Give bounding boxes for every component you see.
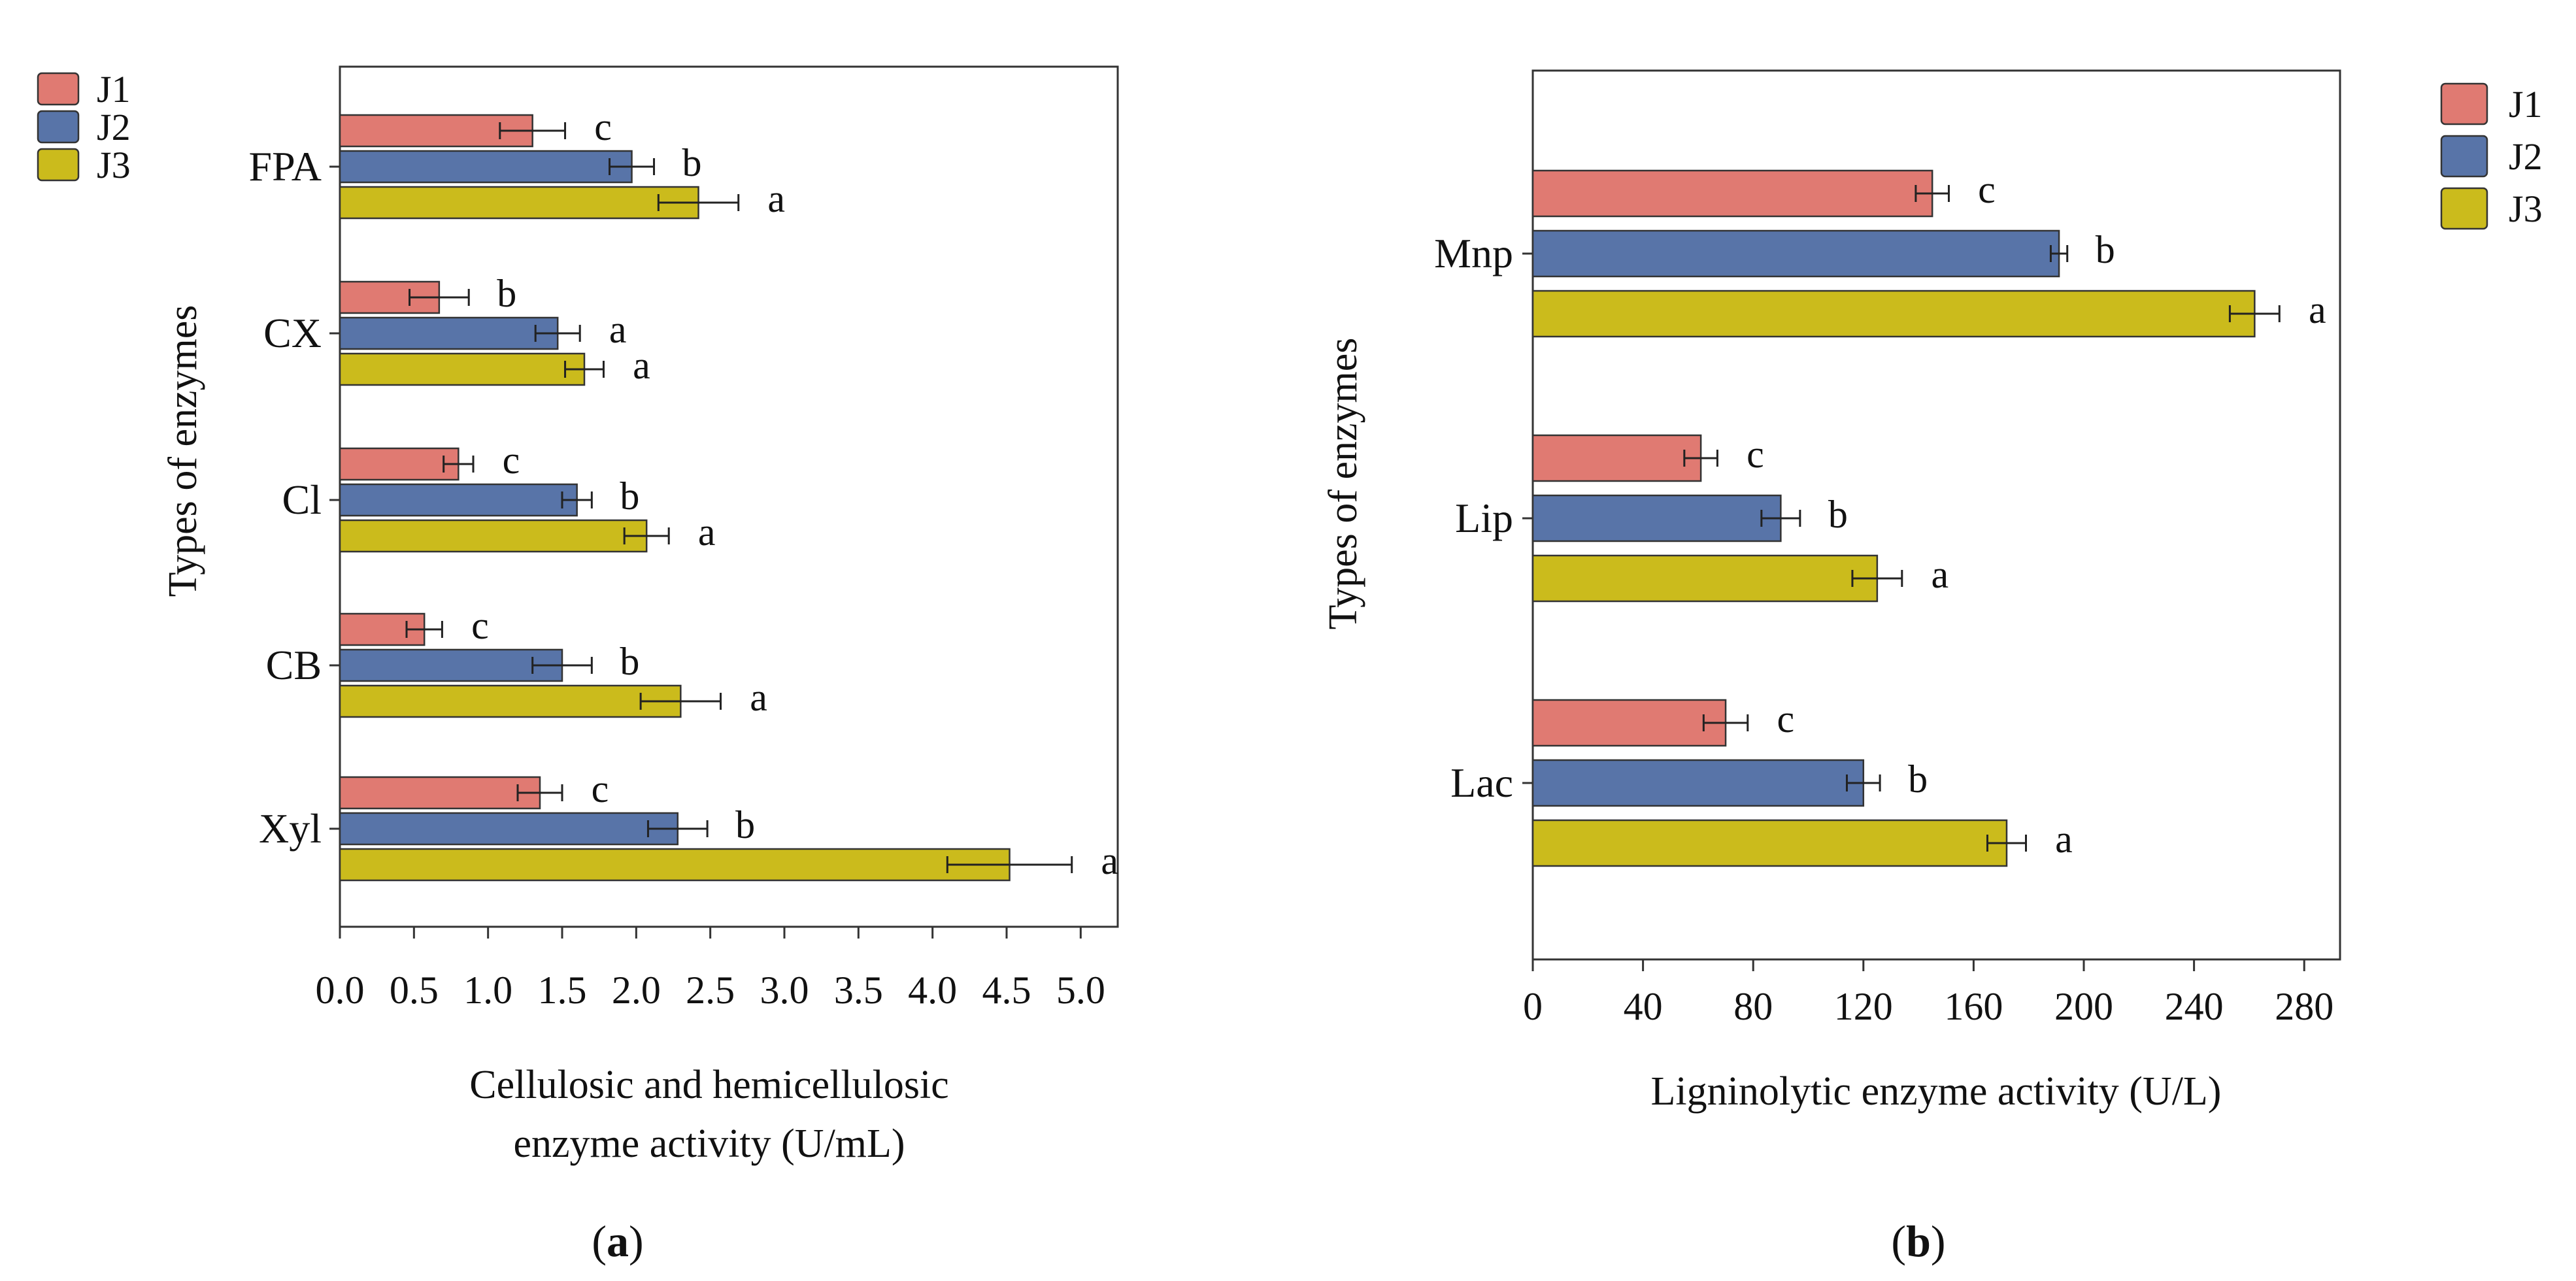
x-tick-label: 3.5 <box>834 969 883 1012</box>
x-tick-label: 5.0 <box>1056 969 1105 1012</box>
x-tick-label: 4.0 <box>908 969 957 1012</box>
significance-label: a <box>1931 553 1949 596</box>
category-label-xyl: Xyl <box>259 805 322 852</box>
x-axis-title: enzyme activity (U/mL) <box>513 1122 905 1166</box>
panel-label: (b) <box>1891 1216 1945 1266</box>
x-tick-label: 1.0 <box>463 969 512 1012</box>
category-label-cx: CX <box>263 310 322 356</box>
bar-mnp-j1 <box>1531 169 1933 218</box>
significance-label: b <box>735 803 755 846</box>
bar-cx-j2 <box>339 316 559 350</box>
bar-cx-j3 <box>339 352 586 386</box>
bar-fpa-j3 <box>339 186 699 220</box>
significance-label: c <box>1777 697 1794 740</box>
bar-lip-j2 <box>1531 494 1782 542</box>
x-tick-label: 3.0 <box>760 969 809 1012</box>
x-tick-label: 2.0 <box>612 969 661 1012</box>
category-label-cl: Cl <box>282 476 322 523</box>
legend-swatch-j2 <box>2440 135 2488 178</box>
legend-swatch-j3 <box>2440 187 2488 230</box>
legend-label-j2: J2 <box>2509 135 2543 178</box>
bar-lac-j1 <box>1531 699 1727 747</box>
category-label-lac: Lac <box>1450 759 1513 806</box>
legend-label-j1: J1 <box>2509 83 2543 125</box>
legend-label-j1: J1 <box>97 68 131 110</box>
bar-cl-j1 <box>339 447 460 481</box>
x-axis-title: Cellulosic and hemicellulosic <box>469 1063 949 1107</box>
bar-lip-j3 <box>1531 554 1879 603</box>
legend-label-j3: J3 <box>97 144 131 186</box>
x-tick-label: 160 <box>1944 985 2003 1028</box>
bar-cl-j2 <box>339 483 578 517</box>
x-tick-label: 1.5 <box>538 969 587 1012</box>
significance-label: c <box>1978 168 1996 211</box>
significance-label: a <box>698 510 716 554</box>
panel-a-chart: 0.0 0.5 1.0 1.5 2.0 2.5 3.0 3.5 4.0 4.5 5.0 FPA c b a C… <box>37 65 1119 1266</box>
x-tick-label: 240 <box>2165 985 2224 1028</box>
significance-label: c <box>503 439 520 482</box>
significance-label: b <box>620 640 639 683</box>
significance-label: b <box>620 474 639 518</box>
legend-swatch-j1 <box>2440 82 2488 125</box>
significance-label: b <box>682 141 702 184</box>
bar-mnp-j2 <box>1531 229 2060 278</box>
significance-label: a <box>609 308 627 351</box>
x-tick-label: 280 <box>2275 985 2333 1028</box>
legend-swatch-j1 <box>37 72 80 106</box>
x-axis-title: Ligninolytic enzyme activity (U/L) <box>1651 1069 2222 1114</box>
significance-label: b <box>1828 493 1848 536</box>
panel-label: (a) <box>592 1216 643 1266</box>
legend-swatch-j2 <box>37 110 80 144</box>
x-tick-label: 2.5 <box>686 969 735 1012</box>
bar-fpa-j2 <box>339 150 633 184</box>
x-tick-label: 120 <box>1834 985 1893 1028</box>
significance-label: c <box>594 105 612 148</box>
category-label-mnp: Mnp <box>1434 230 1513 276</box>
bar-cl-j3 <box>339 519 648 553</box>
significance-label: a <box>633 344 650 387</box>
legend-label-j2: J2 <box>97 106 131 148</box>
significance-label: b <box>497 272 516 315</box>
category-label-fpa: FPA <box>248 143 322 190</box>
bar-xyl-j2 <box>339 812 679 846</box>
bar-cb-j2 <box>339 648 563 682</box>
bar-lip-j1 <box>1531 434 1702 482</box>
x-tick-label: 40 <box>1624 985 1663 1028</box>
bar-xyl-j1 <box>339 776 541 810</box>
significance-label: b <box>1908 757 1928 801</box>
bar-lac-j2 <box>1531 759 1865 807</box>
significance-label: a <box>750 676 767 719</box>
x-tick-label: 200 <box>2054 985 2113 1028</box>
category-label-cb: CB <box>266 642 322 688</box>
bar-xyl-j3 <box>339 848 1011 882</box>
significance-label: a <box>2055 818 2073 861</box>
x-tick-label: 4.5 <box>982 969 1031 1012</box>
significance-label: c <box>1747 433 1764 476</box>
significance-label: b <box>2096 228 2115 271</box>
category-label-lip: Lip <box>1455 495 1513 541</box>
significance-label: a <box>767 177 785 220</box>
significance-label: a <box>1101 839 1118 882</box>
legend-label-j3: J3 <box>2509 188 2543 230</box>
x-tick-label: 0 <box>1523 985 1543 1028</box>
bar-lac-j3 <box>1531 819 2008 867</box>
significance-label: c <box>592 767 609 810</box>
panel-b-chart: 0 40 80 120 160 200 240 280 Mnp c b a Lip c b a Lac c b a J1… <box>1321 69 2543 1266</box>
bar-mnp-j3 <box>1531 290 2256 338</box>
x-tick-label: 0.0 <box>316 969 365 1012</box>
bar-cb-j3 <box>339 684 682 718</box>
significance-label: c <box>471 604 489 647</box>
y-axis-title: Types of enzymes <box>161 305 205 597</box>
significance-label: a <box>2309 288 2326 331</box>
x-tick-label: 0.5 <box>390 969 439 1012</box>
x-tick-label: 80 <box>1733 985 1773 1028</box>
legend-swatch-j3 <box>37 148 80 182</box>
y-axis-title: Types of enzymes <box>1321 338 1365 630</box>
